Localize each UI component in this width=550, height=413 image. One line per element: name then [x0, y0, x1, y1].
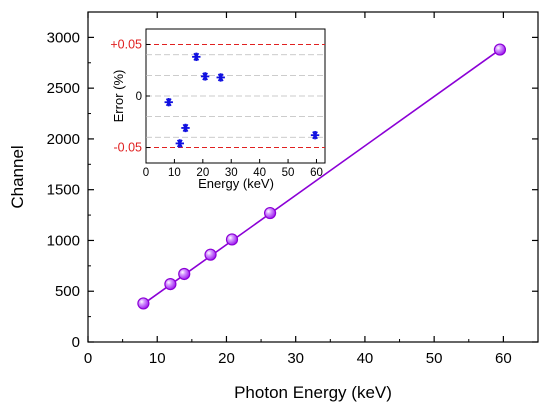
data-point: [164, 278, 177, 291]
inset-x-tick-label: 40: [253, 167, 266, 179]
main-y-tick-label: 500: [55, 283, 80, 300]
main-y-tick-label: 2500: [47, 80, 80, 97]
inset-data-point: [175, 139, 185, 148]
inset-x-tick-label: 20: [196, 167, 209, 179]
inset-data-point: [164, 97, 173, 107]
data-point: [493, 43, 507, 56]
fit-line: [142, 48, 501, 305]
main-y-tick-label: 1500: [47, 182, 80, 199]
inset-data-point: [216, 73, 225, 82]
data-point: [178, 267, 191, 281]
inset-series: [164, 52, 320, 148]
data-point: [263, 206, 277, 220]
main-x-axis-label: Photon Energy (keV): [234, 383, 392, 402]
main-x-tick-label: 10: [149, 350, 166, 367]
data-point: [137, 297, 150, 310]
inset-data-point: [200, 72, 210, 81]
inset-x-tick-label: 0: [143, 167, 149, 179]
inset-x-axis-label: Energy (keV): [198, 176, 274, 191]
inset-chart: 0 10 20 30 40 50 60+0.050-0.05 Energy (keV) Er…: [110, 28, 326, 191]
main-y-tick-label: 3000: [47, 29, 80, 46]
inset-data-point: [310, 130, 320, 140]
main-x-tick-label: 40: [357, 350, 374, 367]
inset-plot-frame: [145, 28, 326, 164]
main-y-axis-label: Channel: [8, 145, 27, 208]
main-y-tick-label: 0: [72, 334, 80, 351]
inset-data-point: [192, 52, 201, 62]
main-x-tick-label: 60: [495, 350, 512, 367]
inset-y-tick-label: -0.05: [114, 141, 143, 155]
main-plot-frame: [87, 11, 539, 343]
main-x-tick-label: 50: [426, 350, 443, 367]
inset-grid: [146, 43, 325, 149]
main-x-tick-label: 20: [218, 350, 235, 367]
inset-y-tick-label: 0: [136, 91, 142, 103]
data-point: [225, 233, 239, 246]
inset-x-tick-label: 30: [225, 167, 238, 179]
main-y-tick-label: 1000: [47, 232, 80, 249]
inset-y-axis-label: Error (%): [111, 70, 126, 123]
inset-x-tick-label: 50: [282, 167, 295, 179]
main-x-tick-label: 30: [287, 350, 304, 367]
inset-y-tick-label: +0.05: [110, 37, 142, 51]
main-series: [137, 43, 507, 310]
main-y-tick-label: 2000: [47, 131, 80, 148]
inset-x-tick-label: 10: [168, 167, 181, 179]
inset-x-tick-label: 60: [310, 167, 323, 179]
data-point: [204, 248, 217, 261]
main-x-tick-label: 0: [84, 350, 92, 367]
inset-ticks: 0 10 20 30 40 50 60+0.050-0.05: [110, 37, 323, 179]
inset-data-point: [181, 123, 190, 133]
